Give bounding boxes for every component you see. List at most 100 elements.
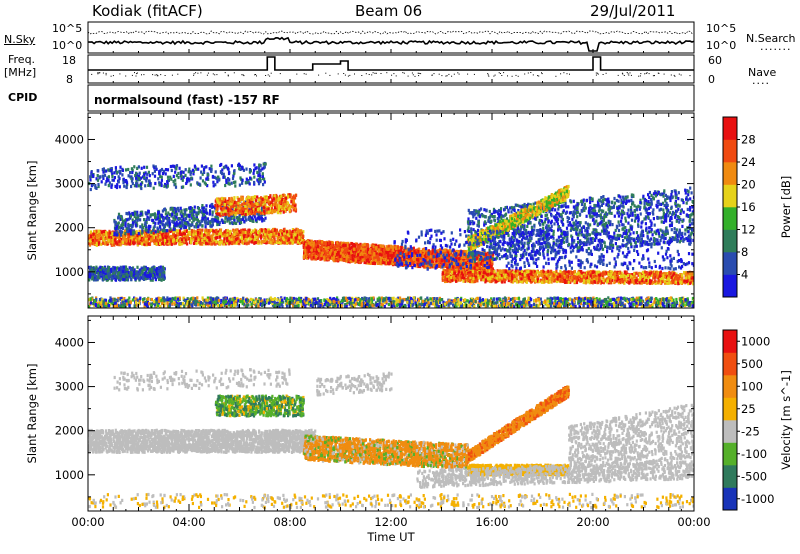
heatmap-cell: [273, 237, 276, 241]
heatmap-cell: [319, 257, 322, 261]
heatmap-cell: [305, 243, 308, 247]
heatmap-cell: [148, 237, 151, 241]
heatmap-cell: [366, 259, 369, 263]
heatmap-cell: [390, 256, 393, 260]
heatmap-cell: [310, 246, 313, 250]
heatmap-cell: [341, 255, 344, 259]
nave-dot: [347, 75, 349, 77]
heatmap-cell: [391, 258, 394, 262]
heatmap-cell: [410, 256, 413, 260]
heatmap-cell: [310, 251, 313, 255]
heatmap-cell: [225, 241, 228, 245]
heatmap-cell: [214, 229, 217, 233]
heatmap-cell: [161, 236, 165, 240]
heatmap-cell: [273, 241, 276, 245]
heatmap-cell: [149, 234, 152, 238]
heatmap-cell: [300, 229, 303, 233]
heatmap-cell: [159, 235, 162, 239]
heatmap-cell: [203, 236, 206, 240]
heatmap-cell: [209, 242, 213, 246]
heatmap-cell: [128, 234, 131, 239]
heatmap-cell: [105, 230, 108, 234]
heatmap-cell: [327, 255, 330, 259]
heatmap-cell: [114, 240, 117, 244]
heatmap-cell: [259, 231, 262, 235]
heatmap-cell: [252, 229, 255, 233]
nave-dot: [517, 75, 519, 77]
heatmap-cell: [290, 238, 293, 242]
heatmap-cell: [310, 244, 313, 248]
heatmap-cell: [150, 232, 153, 236]
nave-dot: [105, 72, 107, 74]
heatmap-cell: [353, 247, 356, 251]
heatmap-cell: [371, 261, 374, 265]
heatmap-cell: [643, 270, 646, 274]
heatmap-cell: [260, 236, 263, 240]
heatmap-cell: [110, 239, 113, 243]
heatmap-cell: [648, 276, 651, 280]
heatmap-cell: [241, 240, 244, 244]
heatmap-cell: [215, 231, 219, 235]
heatmap-cell: [100, 236, 103, 240]
nave-dot: [657, 72, 659, 74]
heatmap-cell: [323, 258, 326, 262]
heatmap-cell: [169, 234, 173, 239]
nave-dot: [680, 74, 682, 76]
heatmap-cell: [338, 243, 341, 247]
heatmap-cell: [139, 237, 142, 241]
heatmap-cell: [457, 250, 460, 254]
heatmap-cell: [422, 251, 425, 255]
heatmap-cell: [332, 255, 335, 259]
heatmap-cell: [328, 241, 331, 245]
heatmap-cell: [97, 241, 100, 245]
heatmap-cell: [255, 237, 258, 242]
nsearch-line: [87, 30, 695, 35]
heatmap-cell: [135, 236, 138, 240]
heatmap-cell: [352, 249, 355, 253]
heatmap-cell: [172, 233, 175, 237]
heatmap-cell: [279, 231, 282, 236]
heatmap-cell: [271, 227, 275, 232]
heatmap-cell: [347, 251, 351, 255]
heatmap-cell: [429, 255, 432, 259]
heatmap-cell: [117, 240, 120, 244]
heatmap-cell: [291, 232, 294, 236]
heatmap-cell: [123, 233, 126, 238]
heatmap-cell: [413, 249, 416, 253]
heatmap-cell: [449, 250, 452, 254]
nave-dot: [177, 73, 179, 75]
heatmap-cell: [176, 229, 179, 233]
heatmap-cell: [386, 259, 389, 263]
heatmap-cell: [230, 238, 233, 242]
heatmap-cell: [347, 241, 350, 245]
heatmap-cell: [688, 275, 691, 279]
heatmap-cell: [464, 254, 468, 258]
heatmap-cell: [676, 274, 680, 278]
heatmap-cell: [269, 238, 272, 242]
nave-dot: [515, 74, 517, 76]
heatmap-cell: [281, 241, 284, 245]
freq-tick-low: 8: [66, 73, 73, 86]
heatmap-cell: [596, 278, 599, 282]
nsky-tick-low: 10^0: [52, 39, 82, 52]
nave-dot: [386, 72, 388, 74]
heatmap-cell: [301, 236, 304, 240]
nave-dot: [136, 72, 138, 74]
heatmap-cell: [409, 252, 412, 256]
nave-dot: [402, 72, 404, 74]
heatmap-cell: [444, 251, 447, 255]
heatmap-cell: [91, 236, 95, 241]
heatmap-cell: [414, 251, 417, 255]
heatmap-cell: [367, 260, 370, 264]
heatmap-cell: [256, 240, 259, 244]
heatmap-cell: [433, 252, 436, 256]
heatmap-cell: [407, 259, 410, 263]
heatmap-cell: [96, 238, 99, 242]
heatmap-cell: [478, 260, 481, 264]
heatmap-cell: [354, 243, 357, 247]
nave-dot: [541, 72, 542, 74]
heatmap-cell: [228, 241, 231, 245]
heatmap-cell: [641, 270, 644, 274]
heatmap-cell: [454, 256, 458, 261]
nave-dot: [365, 73, 367, 75]
